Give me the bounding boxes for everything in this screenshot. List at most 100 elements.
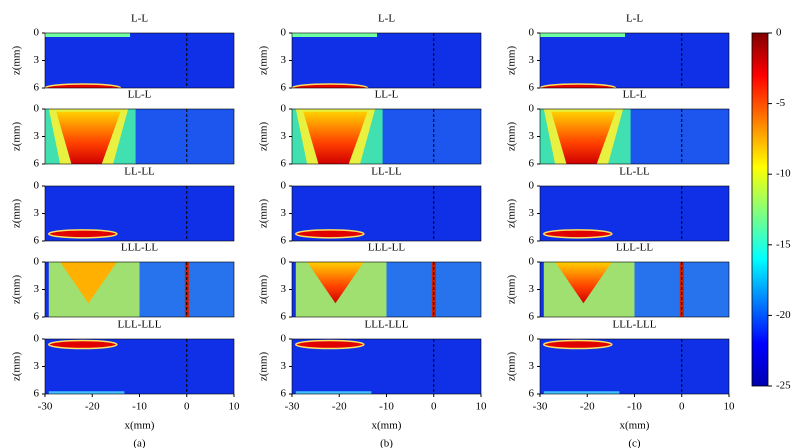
- x-tick-label: 0: [184, 401, 190, 413]
- y-tick-label: 6: [34, 311, 40, 323]
- x-tick-label: -20: [580, 401, 595, 413]
- y-axis-label: z(mm): [11, 199, 23, 229]
- field: [295, 391, 372, 394]
- field: [307, 262, 364, 304]
- y-tick-label: 6: [529, 388, 535, 400]
- panel-title: LL-L: [375, 89, 399, 101]
- y-tick-label: 0: [529, 103, 535, 115]
- y-tick-label: 6: [34, 82, 40, 94]
- y-tick-label: 0: [529, 333, 535, 345]
- y-tick-label: 0: [34, 256, 40, 268]
- x-tick-label: -30: [533, 401, 548, 413]
- panel-title: LL-LL: [371, 166, 402, 178]
- x-axis-label: x(mm): [620, 420, 650, 432]
- x-tick-label: -10: [627, 401, 642, 413]
- y-tick-label: 0: [34, 180, 40, 192]
- y-tick-label: 3: [34, 54, 40, 66]
- colorbar-tick-label: -15: [776, 238, 791, 250]
- y-axis-label: z(mm): [258, 122, 270, 152]
- y-tick-label: 6: [281, 235, 287, 247]
- column-label: (a): [133, 438, 146, 448]
- field: [555, 262, 612, 304]
- field: [292, 83, 369, 88]
- heatmap-panel: [45, 33, 234, 88]
- colorbar: [751, 32, 769, 387]
- field: [540, 33, 626, 37]
- panel-title: LL-L: [128, 89, 152, 101]
- field: [540, 83, 617, 88]
- heatmap-panel: [292, 339, 481, 394]
- heatmap-panel: [45, 186, 234, 241]
- y-tick-label: 3: [281, 130, 287, 142]
- y-tick-label: 0: [281, 103, 287, 115]
- y-tick-label: 3: [34, 283, 40, 295]
- field: [303, 111, 368, 164]
- x-tick-label: -20: [85, 401, 100, 413]
- colorbar-tick-label: -5: [776, 97, 786, 109]
- y-tick-label: 6: [34, 158, 40, 170]
- panel-title: LLL-LL: [616, 242, 654, 254]
- y-axis-label: z(mm): [258, 46, 270, 76]
- y-tick-label: 3: [281, 360, 287, 372]
- y-tick-label: 3: [34, 360, 40, 372]
- y-tick-label: 6: [34, 235, 40, 247]
- panel-title: LL-LL: [124, 166, 155, 178]
- y-tick-label: 0: [529, 27, 535, 39]
- x-tick-label: -10: [132, 401, 147, 413]
- field: [292, 33, 378, 37]
- heatmap-background: [292, 33, 481, 88]
- heatmap-panel: [540, 33, 729, 88]
- y-tick-label: 0: [34, 103, 40, 115]
- y-axis-label: z(mm): [11, 122, 23, 152]
- y-tick-label: 0: [281, 180, 287, 192]
- heatmap-panel: [292, 262, 481, 317]
- y-axis-label: z(mm): [506, 46, 518, 76]
- x-tick-label: -10: [379, 401, 394, 413]
- column-label: (c): [628, 438, 641, 448]
- y-tick-label: 3: [529, 54, 535, 66]
- y-tick-label: 6: [281, 158, 287, 170]
- heatmap-panel: [45, 339, 234, 394]
- panel-title: LL-L: [623, 89, 647, 101]
- field: [45, 33, 131, 37]
- x-tick-label: -30: [38, 401, 53, 413]
- y-tick-label: 6: [34, 388, 40, 400]
- panel-title: LLL-LLL: [613, 319, 657, 331]
- y-tick-label: 0: [281, 27, 287, 39]
- colorbar-tick-label: -10: [776, 168, 791, 180]
- heatmap-panel: [540, 339, 729, 394]
- y-tick-label: 3: [529, 360, 535, 372]
- y-tick-label: 0: [529, 180, 535, 192]
- y-axis-label: z(mm): [11, 352, 23, 382]
- field: [56, 111, 121, 164]
- heatmap-background: [45, 33, 234, 88]
- x-tick-label: 0: [431, 401, 437, 413]
- y-tick-label: 0: [281, 333, 287, 345]
- panel-title: LL-LL: [619, 166, 650, 178]
- x-tick-label: 10: [476, 401, 488, 413]
- heatmap-panel: [540, 186, 729, 241]
- y-axis-label: z(mm): [506, 352, 518, 382]
- field: [48, 229, 118, 239]
- heatmap-panel: [45, 109, 234, 164]
- y-tick-label: 0: [529, 256, 535, 268]
- heatmap-panel: [292, 33, 481, 88]
- field: [382, 109, 481, 164]
- y-axis-label: z(mm): [11, 275, 23, 305]
- field: [295, 229, 365, 239]
- panel-title: LLL-LL: [121, 242, 159, 254]
- y-tick-label: 0: [34, 333, 40, 345]
- field: [543, 391, 620, 394]
- panel-title: L-L: [626, 13, 643, 25]
- y-tick-label: 3: [34, 207, 40, 219]
- y-tick-label: 0: [281, 256, 287, 268]
- y-axis-label: z(mm): [11, 46, 23, 76]
- field: [295, 339, 365, 350]
- y-tick-label: 3: [281, 207, 287, 219]
- x-axis-label: x(mm): [372, 420, 402, 432]
- colorbar-tick-label: -25: [776, 380, 791, 392]
- field: [551, 111, 616, 164]
- panel-title: LLL-LL: [368, 242, 406, 254]
